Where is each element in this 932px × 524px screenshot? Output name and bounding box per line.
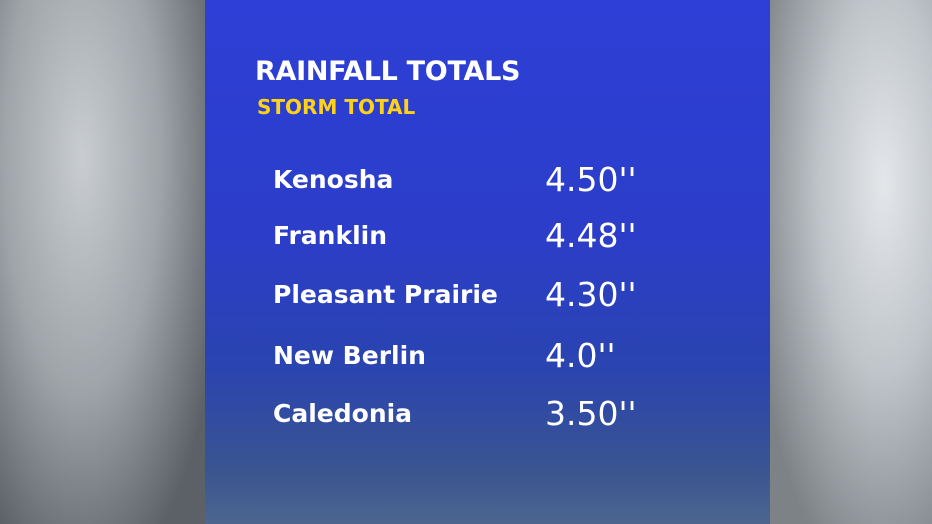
rainfall-value: 3.50''	[545, 394, 637, 433]
rainfall-value: 4.30''	[545, 275, 637, 314]
rainfall-value: 4.50''	[545, 160, 637, 199]
rainfall-value: 4.48''	[545, 216, 637, 255]
background-left	[0, 0, 205, 524]
location-name: Franklin	[273, 221, 388, 250]
background-right	[770, 0, 932, 524]
subtitle: STORM TOTAL	[257, 95, 416, 119]
rainfall-value: 4.0''	[545, 336, 616, 375]
location-name: Caledonia	[273, 399, 413, 428]
panel: RAINFALL TOTALS STORM TOTAL Kenosha 4.50'…	[205, 0, 770, 524]
location-name: Pleasant Prairie	[273, 280, 498, 309]
location-name: Kenosha	[273, 165, 394, 194]
title: RAINFALL TOTALS	[255, 56, 521, 87]
location-name: New Berlin	[273, 341, 426, 370]
